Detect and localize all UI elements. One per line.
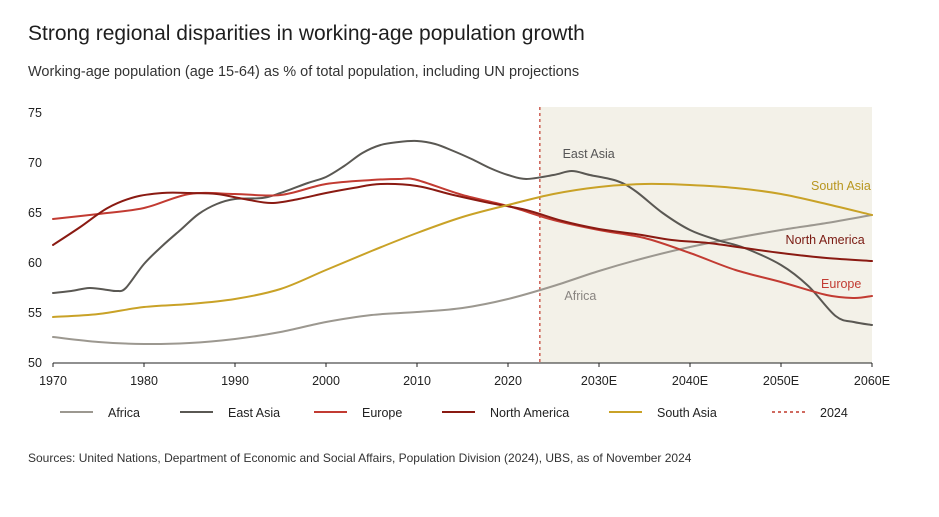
axes: 1970 1980 1990 2000 2010 2020 2030E 2040E 2050E 2… [28, 106, 890, 388]
legend: Africa East Asia Europe North America South … [60, 406, 848, 420]
x-tick-label: 1980 [130, 374, 158, 388]
y-tick-label: 60 [28, 256, 42, 270]
y-tick-label: 65 [28, 206, 42, 220]
series-label-south-asia: South Asia [811, 179, 871, 193]
series-label-africa: Africa [564, 289, 596, 303]
x-tick-label: 2020 [494, 374, 522, 388]
legend-label-europe: Europe [362, 406, 402, 420]
series-line-east-asia [52, 139, 873, 326]
x-tick-label: 2010 [403, 374, 431, 388]
x-tick-label: 1990 [221, 374, 249, 388]
x-tick-label: 2040E [672, 374, 708, 388]
y-tick-label: 50 [28, 356, 42, 370]
series-line-africa [52, 214, 873, 346]
x-tick-label: 2060E [854, 374, 890, 388]
x-tick-label: 2000 [312, 374, 340, 388]
series-line-north-america [52, 182, 873, 262]
projection-area [539, 107, 872, 363]
x-tick-label: 2050E [763, 374, 799, 388]
legend-label-north-america: North America [490, 406, 569, 420]
y-tick-label: 55 [28, 306, 42, 320]
legend-label-south-asia: South Asia [657, 406, 717, 420]
x-tick-label: 2030E [581, 374, 617, 388]
series-label-north-america: North America [786, 233, 865, 247]
series-label-europe: Europe [821, 277, 861, 291]
legend-label-east-asia: East Asia [228, 406, 280, 420]
projection-shading [539, 107, 872, 363]
series-line-south-asia [52, 182, 873, 318]
series-lines [52, 139, 873, 346]
x-tick-label: 1970 [39, 374, 67, 388]
legend-label-africa: Africa [108, 406, 140, 420]
chart-title: Strong regional disparities in working-a… [28, 22, 585, 45]
series-labels: East Asia South Asia North America Europe Af… [563, 147, 871, 303]
y-tick-label: 70 [28, 156, 42, 170]
y-tick-label: 75 [28, 106, 42, 120]
chart-subtitle: Working-age population (age 15-64) as % … [28, 64, 580, 80]
source-note: Sources: United Nations, Department of E… [28, 451, 692, 465]
series-label-east-asia: East Asia [563, 147, 615, 161]
legend-label-2024: 2024 [820, 406, 848, 420]
